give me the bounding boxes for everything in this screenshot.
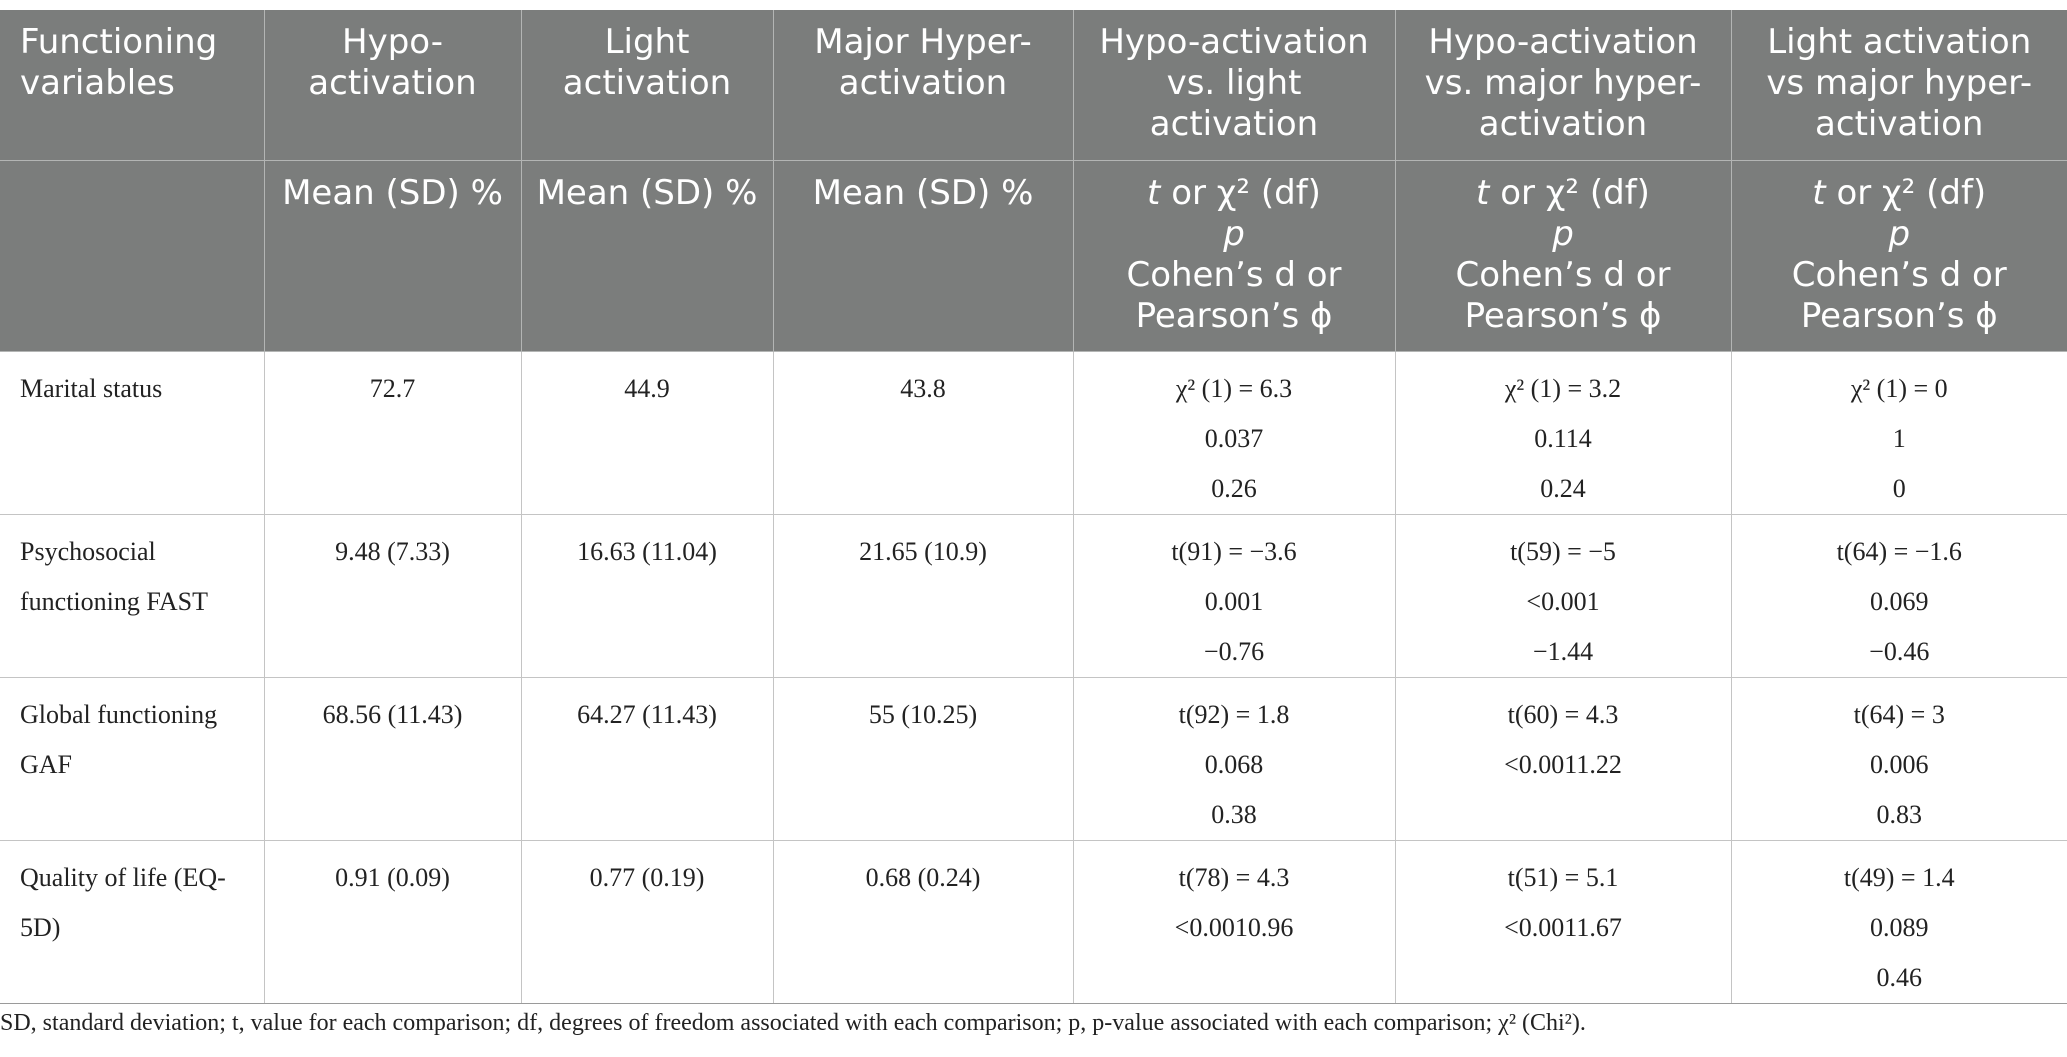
row-label: Quality of life (EQ-5D)	[0, 840, 265, 1004]
cell-cmp2: t(59) = −5 <0.001 −1.44	[1395, 514, 1732, 678]
cell-light: 44.9	[521, 351, 774, 515]
header-stat-p: p	[1552, 214, 1574, 254]
header-functioning-variables: Functioning variables	[0, 10, 265, 161]
cell-major: 55 (10.25)	[773, 677, 1074, 841]
cell-cmp2: t(60) = 4.3 <0.0011.22	[1395, 677, 1732, 841]
cell-cmp3: t(49) = 1.4 0.089 0.46	[1731, 840, 2067, 1004]
table-row: Global functioning GAF 68.56 (11.43) 64.…	[0, 677, 2067, 841]
cell-light: 64.27 (11.43)	[521, 677, 774, 841]
header-stat-pearson: Pearson’s ϕ	[1800, 296, 1998, 336]
cell-cmp2: χ² (1) = 3.2 0.114 0.24	[1395, 351, 1732, 515]
cell-cmp1: t(91) = −3.6 0.001 −0.76	[1073, 514, 1396, 678]
header-stat-test: t or χ² (df)	[1476, 173, 1650, 213]
row-label: Marital status	[0, 351, 265, 515]
header-hypo-activation: Hypo-activation	[264, 10, 522, 161]
header-stat-cohen: Cohen’s d or	[1455, 255, 1671, 295]
header-stat-cohen: Cohen’s d or	[1126, 255, 1342, 295]
header-stat-pearson: Pearson’s ϕ	[1464, 296, 1662, 336]
header-stats-cmp2: t or χ² (df) p Cohen’s d or Pearson’s ϕ	[1395, 160, 1732, 352]
header-stats-cmp1: t or χ² (df) p Cohen’s d or Pearson’s ϕ	[1073, 160, 1396, 352]
header-mean-sd-hypo: Mean (SD) %	[264, 160, 522, 352]
header-stat-p: p	[1888, 214, 1911, 254]
cell-cmp1: χ² (1) = 6.3 0.037 0.26	[1073, 351, 1396, 515]
table-footnote: SD, standard deviation; t, value for eac…	[0, 1010, 1586, 1036]
table-row: Marital status 72.7 44.9 43.8 χ² (1) = 6…	[0, 351, 2067, 515]
cell-cmp1: t(78) = 4.3 <0.0010.96	[1073, 840, 1396, 1004]
cell-hypo: 9.48 (7.33)	[264, 514, 522, 678]
header-major-hyper-activation: Major Hyper-activation	[773, 10, 1074, 161]
table-row: Psychosocial functioning FAST 9.48 (7.33…	[0, 514, 2067, 678]
header-stat-cohen: Cohen’s d or	[1791, 255, 2007, 295]
cell-major: 21.65 (10.9)	[773, 514, 1074, 678]
row-label: Global functioning GAF	[0, 677, 265, 841]
header-light-vs-major: Light activation vs major hyper-activati…	[1731, 10, 2067, 161]
header-stats-cmp3: t or χ² (df) p Cohen’s d or Pearson’s ϕ	[1731, 160, 2067, 352]
cell-cmp2: t(51) = 5.1 <0.0011.67	[1395, 840, 1732, 1004]
header-stat-test: t or χ² (df)	[1812, 173, 1987, 213]
cell-cmp1: t(92) = 1.8 0.068 0.38	[1073, 677, 1396, 841]
cell-hypo: 0.91 (0.09)	[264, 840, 522, 1004]
table-row: Quality of life (EQ-5D) 0.91 (0.09) 0.77…	[0, 840, 2067, 1004]
cell-cmp3: t(64) = −1.6 0.069 −0.46	[1731, 514, 2067, 678]
cell-cmp3: t(64) = 3 0.006 0.83	[1731, 677, 2067, 841]
row-label: Psychosocial functioning FAST	[0, 514, 265, 678]
cell-major: 0.68 (0.24)	[773, 840, 1074, 1004]
header-mean-sd-light: Mean (SD) %	[521, 160, 774, 352]
header-stat-p: p	[1223, 214, 1245, 254]
header-hypo-vs-light: Hypo-activation vs. light activation	[1073, 10, 1396, 161]
header-mean-sd-major: Mean (SD) %	[773, 160, 1074, 352]
header-hypo-vs-major: Hypo-activation vs. major hyper-activati…	[1395, 10, 1732, 161]
cell-hypo: 72.7	[264, 351, 522, 515]
header-empty-cell	[0, 160, 265, 352]
header-stat-pearson: Pearson’s ϕ	[1135, 296, 1333, 336]
header-stat-test: t or χ² (df)	[1147, 173, 1321, 213]
cell-light: 0.77 (0.19)	[521, 840, 774, 1004]
results-table: Functioning variables Hypo-activation Li…	[0, 10, 2067, 1004]
cell-light: 16.63 (11.04)	[521, 514, 774, 678]
header-row-groups: Functioning variables Hypo-activation Li…	[0, 10, 2067, 161]
header-row-statistics: Mean (SD) % Mean (SD) % Mean (SD) % t or…	[0, 160, 2067, 352]
header-light-activation: Light activation	[521, 10, 774, 161]
cell-major: 43.8	[773, 351, 1074, 515]
cell-hypo: 68.56 (11.43)	[264, 677, 522, 841]
